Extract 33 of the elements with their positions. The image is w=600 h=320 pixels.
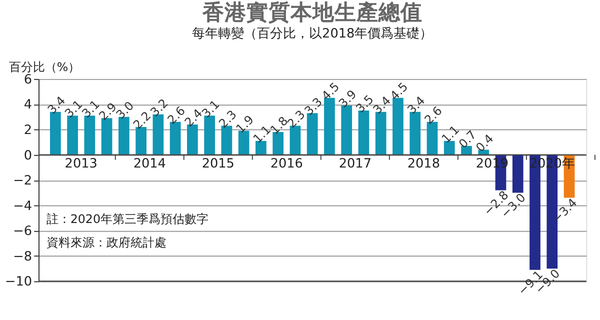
y-tick-label: −10 [5,274,32,290]
annotation: 2018 [407,156,440,172]
chart-subtitle: 每年轉變（百分比，以2018年價爲基礎） [192,26,433,42]
bar [272,132,284,155]
data-label: 0.4 [473,131,496,155]
y-tick-label: 2 [24,122,32,138]
annotation: 資料來源：政府統計處 [46,236,166,250]
bar [324,98,335,155]
bar [204,116,215,155]
y-tick-label: 4 [24,98,32,113]
y-tick-label: 0 [24,148,32,164]
annotation: 註：2020年第三季爲預估數字 [46,212,208,226]
bar [392,98,404,155]
bar [306,113,318,155]
y-tick-label: −8 [13,249,32,264]
bar [358,110,370,155]
y-tick-label: 6 [24,72,32,88]
annotation: 2015 [202,156,234,172]
bar [341,106,352,155]
bar [238,130,250,155]
y-axis-title: 百分比（%） [8,60,80,74]
y-tick-label: −6 [13,224,32,240]
y-tick-label: −2 [13,174,32,189]
bar [512,154,524,193]
annotation: 2016 [270,156,303,172]
annotation: 2014 [133,156,166,172]
chart-title: 香港實質本地生產總值 [201,0,422,26]
annotation: 2013 [64,156,98,172]
bar [67,116,78,155]
data-label: 2.6 [422,104,445,127]
annotation: 2017 [338,156,372,172]
bar [84,116,96,155]
y-tick-label: −4 [13,198,32,214]
